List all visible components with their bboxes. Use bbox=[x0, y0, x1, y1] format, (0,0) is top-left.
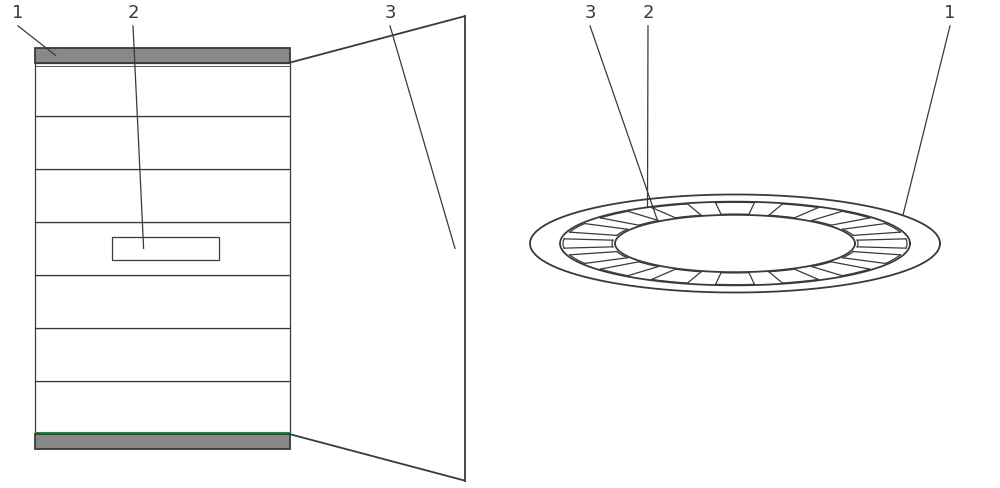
Text: 3: 3 bbox=[584, 4, 596, 22]
Bar bbox=[112, 238, 219, 260]
Bar bbox=[35, 328, 290, 381]
Text: 1: 1 bbox=[944, 4, 956, 22]
Bar bbox=[35, 49, 290, 63]
Bar bbox=[35, 223, 290, 275]
Text: 3: 3 bbox=[384, 4, 396, 22]
Text: 1: 1 bbox=[12, 4, 24, 22]
Bar bbox=[35, 381, 290, 434]
Bar bbox=[35, 169, 290, 223]
Bar bbox=[35, 117, 290, 169]
Bar bbox=[35, 63, 290, 117]
Bar bbox=[35, 275, 290, 328]
Bar bbox=[35, 434, 290, 449]
Text: 2: 2 bbox=[127, 4, 139, 22]
Text: 2: 2 bbox=[642, 4, 654, 22]
